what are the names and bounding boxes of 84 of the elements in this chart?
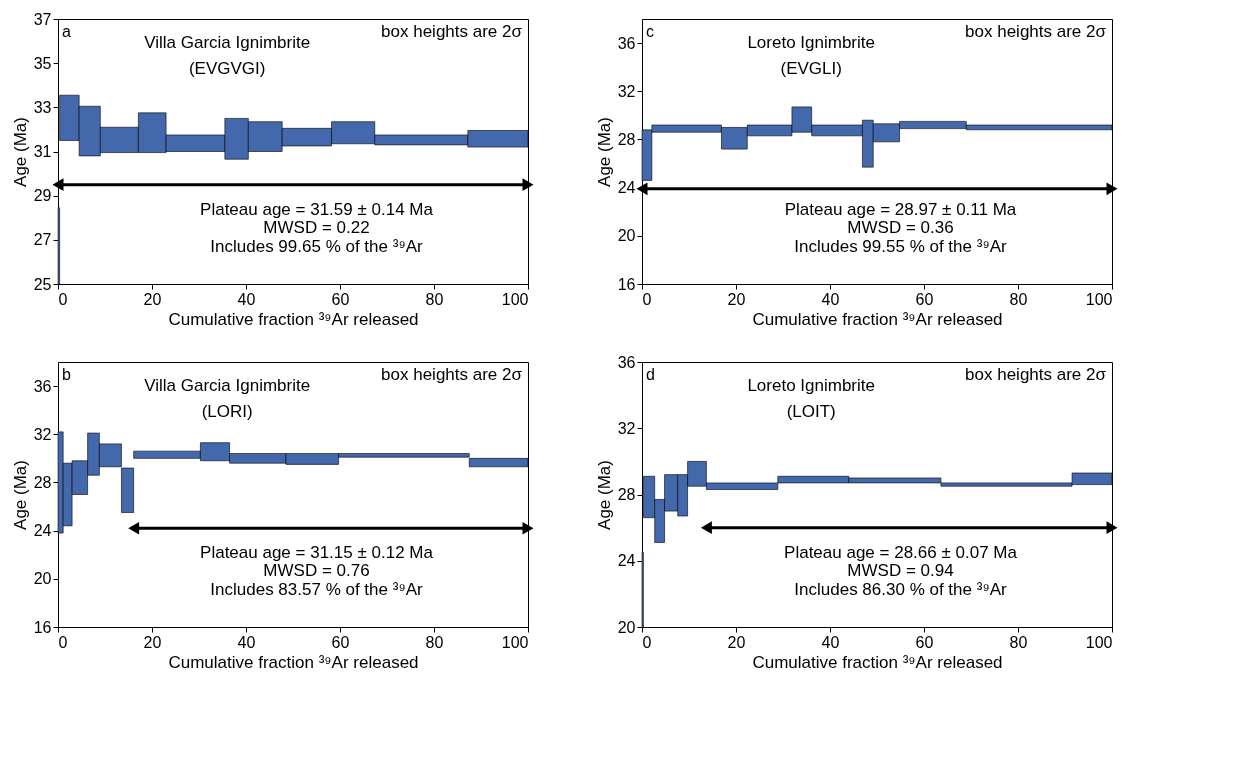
x-tick-label: 80: [425, 290, 444, 308]
annotation: MWSD = 0.22: [263, 218, 370, 238]
text: Villa Garcia Ignimbrite: [144, 32, 311, 52]
annotation: box heights are 2σ: [965, 365, 1107, 385]
x-tick-label: 60: [915, 290, 934, 308]
annotation: c: [646, 23, 654, 41]
x-axis-title: Cumulative fraction ³⁹Ar released: [168, 652, 419, 672]
x-tick-label: 20: [727, 633, 746, 651]
y-axis-title: Age (Ma): [10, 460, 30, 530]
y-tick-label: 32: [617, 419, 636, 437]
annotation: d: [646, 366, 655, 384]
x-tick-label: 100: [1085, 290, 1113, 308]
y-tick-label: 32: [617, 82, 636, 100]
annotation: box heights are 2σ: [381, 365, 523, 385]
y-tick-label: 29: [33, 187, 52, 205]
x-tick-label: 100: [501, 290, 529, 308]
annotation: Plateau age = 31.59 ± 0.14 Ma: [200, 199, 434, 219]
y-axis-title: Age (Ma): [10, 117, 30, 187]
y-tick-label: 27: [33, 231, 52, 249]
y-tick-label: 24: [33, 522, 52, 540]
x-tick-label: 40: [237, 633, 256, 651]
annotation: MWSD = 0.94: [847, 561, 954, 581]
text: (EVGVGI): [188, 59, 266, 79]
annotation: box heights are 2σ: [381, 22, 523, 42]
y-tick-label: 16: [617, 275, 636, 293]
x-tick-label: 0: [642, 290, 652, 308]
annotation: Includes 83.57 % of the ³⁹Ar: [210, 579, 424, 599]
annotation: Plateau age = 28.97 ± 0.11 Ma: [784, 199, 1017, 219]
x-tick-label: 20: [143, 290, 162, 308]
x-axis-title: Cumulative fraction ³⁹Ar released: [752, 652, 1003, 672]
y-tick-label: 24: [617, 179, 636, 197]
x-axis-title: Cumulative fraction ³⁹Ar released: [168, 309, 419, 329]
annotation: Plateau age = 31.15 ± 0.12 Ma: [200, 542, 434, 562]
x-tick-label: 80: [1009, 633, 1028, 651]
y-tick-label: 20: [617, 227, 636, 245]
y-tick-label: 36: [33, 377, 52, 395]
y-tick-label: 24: [617, 552, 636, 570]
y-tick-label: 28: [33, 473, 52, 491]
y-tick-label: 32: [33, 425, 52, 443]
y-tick-label: 36: [617, 34, 636, 52]
y-axis-title: Age (Ma): [594, 117, 614, 187]
x-tick-label: 60: [331, 633, 350, 651]
y-tick-label: 16: [33, 618, 52, 636]
y-tick-label: 20: [33, 570, 52, 588]
y-tick-label: 28: [617, 486, 636, 503]
annotation: b: [62, 366, 71, 384]
text: (LORI): [201, 402, 253, 422]
y-tick-label: 35: [33, 54, 52, 72]
y-tick-label: 31: [33, 143, 52, 160]
annotation: MWSD = 0.36: [847, 218, 954, 238]
x-tick-label: 0: [58, 633, 68, 651]
y-axis-title: Age (Ma): [594, 460, 614, 530]
x-tick-label: 40: [821, 633, 840, 651]
annotation: Includes 99.55 % of the ³⁹Ar: [794, 236, 1008, 256]
x-tick-label: 60: [915, 633, 934, 651]
x-tick-label: 80: [425, 633, 444, 651]
text: Loreto Ignimbrite: [747, 32, 875, 52]
annotation: Includes 99.65 % of the ³⁹Ar: [210, 236, 424, 256]
text: Loreto Ignimbrite: [747, 375, 875, 395]
x-tick-label: 20: [727, 290, 746, 308]
x-tick-label: 100: [1085, 633, 1113, 651]
x-tick-label: 80: [1009, 290, 1028, 308]
x-tick-label: 0: [58, 290, 68, 308]
y-tick-label: 33: [33, 98, 52, 116]
x-axis-title: Cumulative fraction ³⁹Ar released: [752, 309, 1003, 329]
text: (LOIT): [786, 402, 836, 422]
x-tick-label: 100: [501, 633, 529, 651]
x-tick-label: 40: [821, 290, 840, 308]
x-tick-label: 20: [143, 633, 162, 651]
x-tick-label: 0: [642, 633, 652, 651]
annotation: MWSD = 0.76: [263, 561, 370, 581]
y-tick-label: 37: [33, 10, 52, 28]
annotation: a: [62, 23, 71, 41]
y-tick-label: 25: [33, 275, 52, 293]
text: Villa Garcia Ignimbrite: [144, 375, 311, 395]
y-tick-label: 20: [617, 618, 636, 636]
y-tick-label: 28: [617, 130, 636, 148]
x-tick-label: 40: [237, 290, 256, 308]
y-tick-label: 36: [617, 353, 636, 371]
annotation: box heights are 2σ: [965, 22, 1107, 42]
x-tick-label: 60: [331, 290, 350, 308]
text: (EVGLI): [780, 59, 842, 79]
annotation: Includes 86.30 % of the ³⁹Ar: [794, 579, 1008, 599]
annotation: Plateau age = 28.66 ± 0.07 Ma: [784, 542, 1018, 562]
